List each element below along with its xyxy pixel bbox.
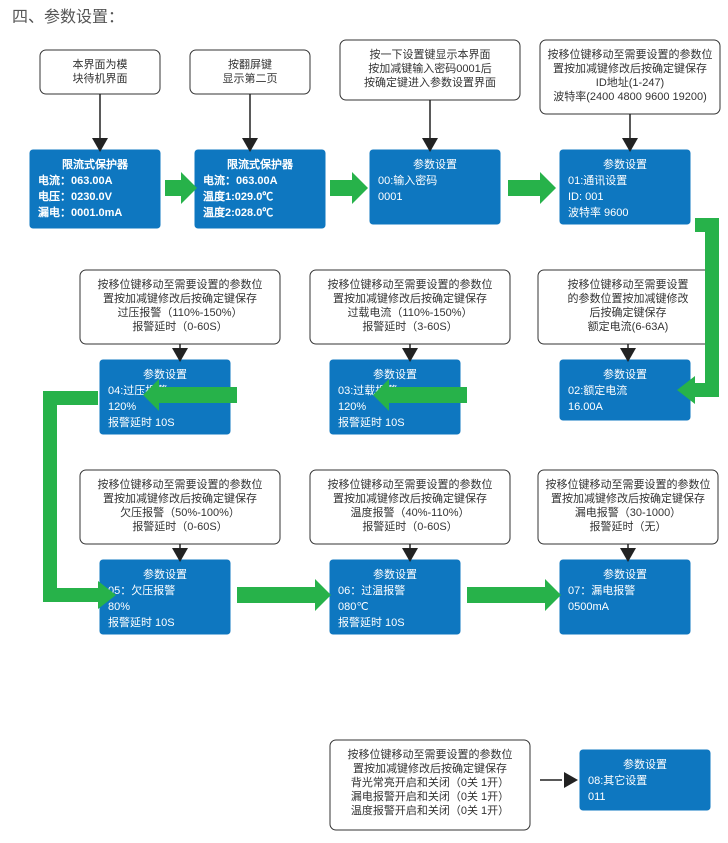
desc-line: 按移位键移动至需要设置的参数位 xyxy=(328,477,493,491)
desc-line: 按翻屏键 xyxy=(228,57,272,71)
screen-line: 011 xyxy=(588,791,606,803)
desc-line: 按移位键移动至需要设置的参数位 xyxy=(98,477,263,491)
desc-line: 背光常亮开启和关闭（0关 1开） xyxy=(351,775,509,789)
desc-line: 置按加减键修改后按确定键保存 xyxy=(103,291,257,305)
screen-line: 报警延时 10S xyxy=(108,415,175,429)
screen-line: 06：过温报警 xyxy=(338,583,405,597)
desc-box-d4: 按移位键移动至需要设置的参数位置按加减键修改后按确定键保存ID地址(1-247)… xyxy=(540,40,720,114)
screen-line: 05：欠压报警 xyxy=(108,583,175,597)
screen-line: 参数设置 xyxy=(143,367,187,381)
desc-line: 温度报警开启和关闭（0关 1开） xyxy=(351,803,509,817)
screen-line: 电压：0230.0V xyxy=(38,189,113,203)
desc-line: 按移位键移动至需要设置的参数位 xyxy=(328,277,493,291)
desc-line: 温度报警（40%-110%） xyxy=(351,505,470,519)
screen-s2: 限流式保护器电流：063.00A 温度1:029.0℃ 温度2:028.0℃ xyxy=(195,150,325,228)
screen-line: 00:输入密码 xyxy=(378,173,437,187)
desc-line: 按移位键移动至需要设置的参数位 xyxy=(548,47,713,61)
screen-line: 参数设置 xyxy=(143,567,187,581)
desc-line: 漏电报警（30-1000） xyxy=(575,505,681,519)
desc-line: 报警延时（0-60S） xyxy=(362,519,457,533)
screen-s9: 参数设置 06：过温报警 080℃ 报警延时 10S xyxy=(330,560,460,634)
desc-box-d8: 按移位键移动至需要设置的参数位置按加减键修改后按确定键保存欠压报警（50%-10… xyxy=(80,470,280,544)
screen-line: 16.00A xyxy=(568,401,604,413)
screen-line: 参数设置 xyxy=(623,757,667,771)
desc-line: 报警延时（无） xyxy=(590,519,667,533)
desc-box-d1: 本界面为模块待机界面 xyxy=(40,50,160,94)
desc-line: 报警延时（0-60S） xyxy=(132,319,227,333)
screen-line: 报警延时 10S xyxy=(338,415,405,429)
desc-line: 置按加减键修改后按确定键保存 xyxy=(333,491,487,505)
screen-line: 漏电：0001.0mA xyxy=(38,205,122,219)
desc-line: 按加减键输入密码0001后 xyxy=(368,61,491,75)
screen-line: 报警延时 10S xyxy=(108,615,175,629)
desc-line: 本界面为模 xyxy=(73,57,128,71)
desc-box-d9: 按移位键移动至需要设置的参数位置按加减键修改后按确定键保存温度报警（40%-11… xyxy=(310,470,510,544)
screen-s10: 参数设置 07：漏电报警 0500mA xyxy=(560,560,690,634)
screen-line: 参数设置 xyxy=(373,567,417,581)
desc-line: 显示第二页 xyxy=(223,71,278,85)
desc-line: 波特率(2400 4800 9600 19200) xyxy=(553,89,707,103)
screen-line: 0500mA xyxy=(568,601,610,613)
desc-line: 过载电流（110%-150%） xyxy=(347,305,472,319)
desc-box-d5: 按移位键移动至需要设置的参数位置按加减键修改后按确定键保存过压报警（110%-1… xyxy=(80,270,280,344)
desc-line: 置按加减键修改后按确定键保存 xyxy=(551,491,705,505)
screen-line: 限流式保护器 xyxy=(62,157,129,171)
desc-line: 的参数位置按加减键修改 xyxy=(568,291,689,305)
screen-line: 参数设置 xyxy=(413,157,457,171)
screen-s3: 参数设置 00:输入密码 0001 xyxy=(370,150,500,224)
screen-line: 参数设置 xyxy=(603,157,647,171)
screen-line: 波特率 9600 xyxy=(568,205,629,219)
desc-line: 漏电报警开启和关闭（0关 1开） xyxy=(351,789,509,803)
screen-s4: 参数设置 01:通讯设置 ID: 001 波特率 9600 xyxy=(560,150,690,224)
desc-line: 按移位键移动至需要设置的参数位 xyxy=(98,277,263,291)
desc-line: 置按加减键修改后按确定键保存 xyxy=(353,761,507,775)
screen-line: 电流：063.00A xyxy=(203,173,278,187)
screen-line: 0001 xyxy=(378,191,402,203)
screen-line: 120% xyxy=(108,401,136,413)
desc-line: 置按加减键修改后按确定键保存 xyxy=(553,61,707,75)
desc-line: 置按加减键修改后按确定键保存 xyxy=(333,291,487,305)
screen-line: 参数设置 xyxy=(603,367,647,381)
screen-line: 参数设置 xyxy=(603,567,647,581)
screen-line: 07：漏电报警 xyxy=(568,583,635,597)
screen-line: 电流：063.00A xyxy=(38,173,113,187)
desc-line: 额定电流(6-63A) xyxy=(588,319,669,333)
screen-line: 报警延时 10S xyxy=(338,615,405,629)
desc-box-d10: 按移位键移动至需要设置的参数位置按加减键修改后按确定键保存漏电报警（30-100… xyxy=(538,470,718,544)
desc-line: ID地址(1-247) xyxy=(596,75,664,89)
screen-line: 80% xyxy=(108,601,130,613)
desc-box-d6: 按移位键移动至需要设置的参数位置按加减键修改后按确定键保存过载电流（110%-1… xyxy=(310,270,510,344)
desc-line: 报警延时（3-60S） xyxy=(362,319,457,333)
desc-line: 置按加减键修改后按确定键保存 xyxy=(103,491,257,505)
desc-line: 欠压报警（50%-100%） xyxy=(120,505,240,519)
section-title: 四、参数设置： xyxy=(12,8,124,26)
screen-line: 08:其它设置 xyxy=(588,773,647,787)
desc-line: 报警延时（0-60S） xyxy=(132,519,227,533)
desc-line: 过压报警（110%-150%） xyxy=(117,305,242,319)
desc-box-d11: 按移位键移动至需要设置的参数位置按加减键修改后按确定键保存背光常亮开启和关闭（0… xyxy=(330,740,530,830)
desc-box-d2: 按翻屏键显示第二页 xyxy=(190,50,310,94)
desc-box-d7: 按移位键移动至需要设置的参数位置按加减键修改后按确定键保存额定电流(6-63A) xyxy=(538,270,718,344)
screen-s8: 参数设置 05：欠压报警 80% 报警延时 10S xyxy=(100,560,230,634)
screen-line: 温度2:028.0℃ xyxy=(203,205,273,219)
screen-line: 限流式保护器 xyxy=(227,157,294,171)
screen-line: 080℃ xyxy=(338,601,369,613)
screen-line: 温度1:029.0℃ xyxy=(203,189,273,203)
screen-line: 01:通讯设置 xyxy=(568,174,627,187)
screen-line: 参数设置 xyxy=(373,367,417,381)
desc-line: 按移位键移动至需要设置的参数位 xyxy=(348,747,513,761)
desc-line: 按确定键进入参数设置界面 xyxy=(364,75,496,89)
desc-line: 按移位键移动至需要设置的参数位 xyxy=(546,477,711,491)
desc-box-d3: 按一下设置键显示本界面按加减键输入密码0001后按确定键进入参数设置界面 xyxy=(340,40,520,100)
screen-line: 120% xyxy=(338,401,366,413)
screen-s11: 参数设置 08:其它设置 011 xyxy=(580,750,710,810)
desc-line: 块待机界面 xyxy=(73,71,128,85)
screen-s5: 参数设置 02:额定电流 16.00A xyxy=(560,360,690,420)
screen-line: ID: 001 xyxy=(568,191,603,203)
desc-line: 后按确定键保存 xyxy=(590,305,667,319)
desc-line: 按一下设置键显示本界面 xyxy=(370,47,491,61)
desc-line: 按移位键移动至需要设置 xyxy=(568,277,689,291)
screen-line: 02:额定电流 xyxy=(568,383,627,397)
screen-s1: 限流式保护器电流：063.00A 电压：0230.0V 漏电：0001.0mA xyxy=(30,150,160,228)
